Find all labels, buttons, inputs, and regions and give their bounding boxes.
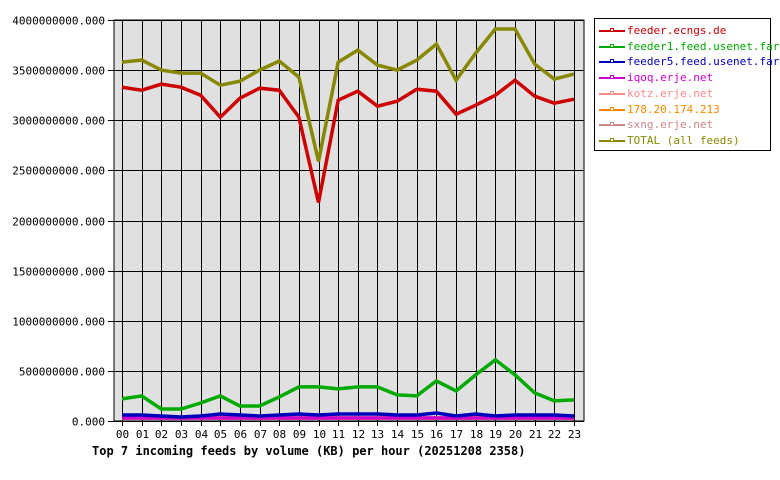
series-line	[121, 357, 575, 411]
series-lines	[121, 27, 575, 420]
legend-label: feeder.ecngs.de	[627, 24, 727, 37]
y-tick-label: 2000000000.000	[12, 216, 105, 229]
legend-item: iqoq.erje.net	[599, 70, 713, 85]
x-tick-label: 02	[155, 428, 168, 441]
legend-item: feeder1.feed.usenet.farm	[599, 39, 780, 54]
legend-item: TOTAL (all feeds)	[599, 133, 740, 148]
y-tick-label: 4000000000.000	[12, 15, 105, 28]
x-tick-label: 05	[214, 428, 227, 441]
series-line	[121, 27, 575, 162]
x-tick-label: 14	[391, 428, 405, 441]
legend-label: sxng.erje.net	[627, 118, 714, 132]
x-tick-label: 16	[430, 428, 443, 441]
legend-marker-icon	[599, 56, 625, 67]
x-tick-label: 23	[568, 428, 581, 441]
legend-item: 178.20.174.213	[599, 102, 720, 117]
legend-item: feeder.ecngs.de	[599, 23, 726, 38]
y-tick-label: 3500000000.000	[12, 65, 105, 78]
y-tick-label: 1500000000.000	[12, 266, 105, 279]
legend-marker-icon	[599, 104, 625, 115]
y-tick-label: 3000000000.000	[12, 115, 105, 128]
x-tick-label: 01	[136, 428, 149, 441]
legend-label: feeder5.feed.usenet.farm	[627, 55, 780, 69]
x-tick-label: 12	[352, 428, 365, 441]
x-tick-label: 20	[509, 428, 522, 441]
legend-marker-icon	[599, 41, 625, 52]
x-tick-label: 03	[175, 428, 188, 441]
legend: feeder.ecngs.de feeder1.feed.usenet.farm f…	[594, 18, 780, 151]
y-tick-label: 2500000000.000	[12, 165, 105, 178]
x-tick-label: 07	[254, 428, 267, 441]
x-tick-label: 17	[450, 428, 463, 441]
legend-item: sxng.erje.net	[599, 117, 713, 132]
legend-marker-icon	[599, 119, 625, 130]
legend-item: kotz.erje.net	[599, 86, 713, 101]
legend-label: TOTAL (all feeds)	[627, 133, 740, 147]
legend-label: 178.20.174.213	[627, 102, 720, 116]
series-line	[121, 77, 575, 203]
x-tick-label: 06	[234, 428, 247, 441]
legend-marker-icon	[599, 25, 625, 36]
x-tick-label: 22	[548, 428, 561, 441]
x-tick-label: 13	[371, 428, 384, 441]
plot-frame	[113, 19, 585, 422]
x-tick-label: 08	[273, 428, 286, 441]
x-axis-ticks: 00 01 02 03 04 05 06 07 08 09 10 11 12 13 14 15 16 17 18 19…	[116, 428, 581, 441]
legend-marker-icon	[599, 135, 625, 146]
legend-marker-icon	[599, 72, 625, 83]
series-line	[122, 411, 575, 419]
legend-marker-icon	[599, 88, 625, 99]
x-tick-label: 19	[489, 428, 502, 441]
legend-label: iqoq.erje.net	[627, 71, 714, 85]
y-tick-label: 0.000	[72, 416, 105, 429]
y-tick-label: 500000000.000	[19, 366, 105, 379]
x-tick-label: 18	[470, 428, 483, 441]
legend-item: feeder5.feed.usenet.farm	[599, 54, 780, 69]
y-tick-label: 1000000000.000	[12, 316, 105, 329]
legend-label: kotz.erje.net	[627, 86, 714, 100]
y-axis-ticks: 0.000 500000000.000 1000000000.000 15000000…	[12, 15, 114, 429]
x-tick-label: 09	[293, 428, 306, 441]
x-tick-label: 21	[529, 428, 542, 441]
x-tick-label: 15	[411, 428, 424, 441]
x-tick-label: 11	[332, 428, 345, 441]
x-tick-label: 04	[195, 428, 209, 441]
legend-label: feeder1.feed.usenet.farm	[627, 39, 780, 53]
x-tick-label: 00	[116, 428, 129, 441]
x-tick-label: 10	[313, 428, 326, 441]
chart-title: Top 7 incoming feeds by volume (KB) per …	[92, 444, 526, 458]
